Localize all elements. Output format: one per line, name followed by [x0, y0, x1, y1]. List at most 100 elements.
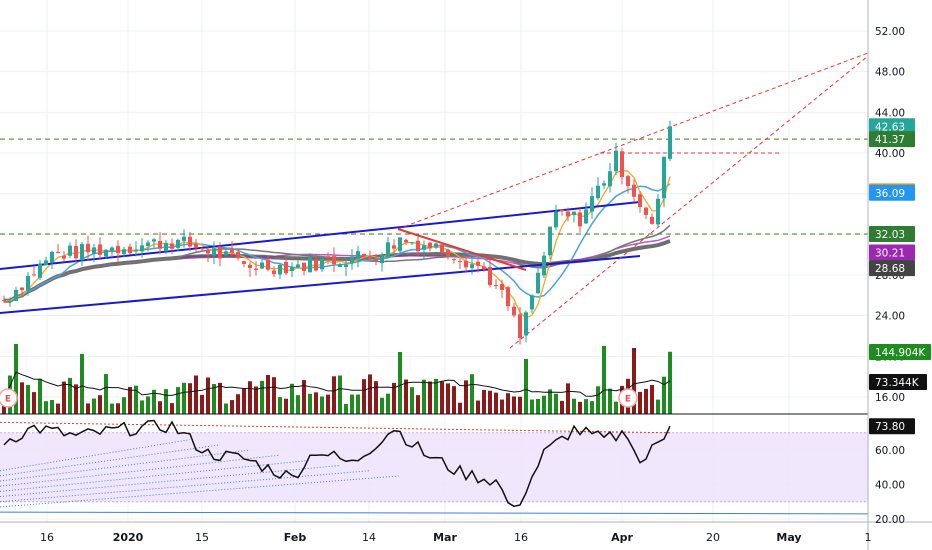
volume-bar: [452, 386, 456, 414]
candle-body: [566, 211, 570, 217]
time-axis[interactable]: 16 2020 15 Feb 14 Mar 16 Apr 20 May 1: [40, 531, 872, 544]
volume-bar: [212, 384, 216, 414]
candle-body: [632, 184, 636, 197]
volume-bar: [638, 391, 642, 414]
volume-bar: [224, 403, 228, 414]
volume-bar: [362, 379, 366, 414]
volume-bar: [428, 381, 432, 414]
volume-bar: [344, 403, 348, 414]
volume-bar: [248, 381, 252, 414]
volume-bar: [218, 382, 222, 414]
volume-bar: [548, 389, 552, 414]
volume-bars: [2, 344, 672, 414]
price-tag-bg: [869, 131, 915, 148]
candle-body: [590, 196, 594, 212]
volume-bar: [98, 395, 102, 414]
rsi-fan-line: [0, 454, 281, 487]
candle-body: [458, 260, 462, 262]
candle-body: [542, 255, 546, 276]
volume-bar: [392, 382, 396, 414]
candle-body: [152, 239, 156, 242]
volume-bar: [614, 401, 618, 414]
candle-body: [614, 150, 618, 172]
candle-body: [440, 244, 444, 253]
candle-body: [98, 244, 102, 255]
rsi-axis[interactable]: 60.00 40.00 20.00: [875, 445, 905, 526]
candle-body: [350, 256, 354, 263]
volume-bar: [518, 396, 522, 414]
volume-bar: [440, 381, 444, 414]
volume-bar: [578, 401, 582, 414]
earnings-badge-label: E: [625, 395, 631, 405]
candle-body: [518, 314, 522, 339]
volume-bar: [554, 393, 558, 414]
volume-bar: [632, 348, 636, 414]
candle-body: [416, 240, 420, 252]
volume-bar: [656, 399, 660, 414]
candles[interactable]: [2, 120, 672, 345]
candle-body: [452, 259, 456, 261]
candle-body: [362, 253, 366, 257]
rsi-base-line: [0, 511, 869, 515]
volume-average-tag-bg: [869, 374, 927, 390]
volume-bar: [584, 399, 588, 414]
candle-body: [236, 251, 240, 259]
candle-body: [398, 237, 402, 252]
candle-body: [8, 300, 12, 303]
volume-bar: [272, 377, 276, 414]
volume-bar: [14, 344, 18, 414]
volume-bar: [446, 383, 450, 414]
volume-bar: [278, 397, 282, 414]
candle-body: [272, 270, 276, 275]
candle-body: [554, 211, 558, 228]
candle-body: [92, 247, 96, 254]
rsi-fan-line: [0, 470, 371, 503]
candle-body: [494, 284, 498, 286]
volume-bar: [308, 393, 312, 414]
candle-body: [110, 247, 114, 251]
volume-bar: [182, 382, 186, 414]
price-tag: 41.37: [875, 134, 905, 146]
volume-bar: [488, 390, 492, 414]
volume-bar: [128, 387, 132, 414]
price-tag: 32.03: [875, 229, 905, 241]
volume-bar: [602, 346, 606, 414]
candle-body: [218, 246, 222, 259]
candle-body: [650, 216, 654, 224]
candle-body: [428, 242, 432, 249]
trend-drawings: [0, 52, 869, 349]
volume-bar: [662, 376, 666, 414]
price-tick-label: 16.00: [875, 392, 905, 404]
volume-bar: [44, 401, 48, 414]
price-tag-bg: [869, 260, 915, 277]
candle-body: [296, 264, 300, 268]
candle-body: [176, 239, 180, 248]
price-tags: 42.6341.3736.2236.0932.0330.2128.68144.9…: [869, 118, 931, 435]
candle-body: [50, 251, 54, 263]
candle-body: [86, 243, 90, 253]
candle-body: [506, 287, 510, 307]
volume-bar: [434, 378, 438, 414]
volume-bar: [458, 402, 462, 414]
volume-average-tag: 73.344K: [875, 377, 920, 389]
volume-bar: [38, 378, 42, 414]
price-tag-bg: [869, 118, 915, 135]
earnings-badge: [0, 388, 18, 408]
volume-bar: [50, 399, 54, 414]
volume-bar: [236, 394, 240, 414]
candle-body: [164, 242, 168, 252]
candle-body: [596, 185, 600, 199]
candle-body: [44, 260, 48, 266]
time-tick-label: 16: [40, 531, 54, 544]
volume-bar: [296, 395, 300, 414]
candle-body: [194, 244, 198, 248]
volume-bar: [140, 400, 144, 414]
price-tag: 36.09: [875, 188, 905, 200]
volume-bar: [644, 388, 648, 414]
price-tag: 28.68: [875, 263, 905, 275]
candle-body: [20, 287, 24, 291]
time-tick-label: Mar: [433, 531, 457, 544]
earnings-badge-label: E: [5, 395, 11, 405]
